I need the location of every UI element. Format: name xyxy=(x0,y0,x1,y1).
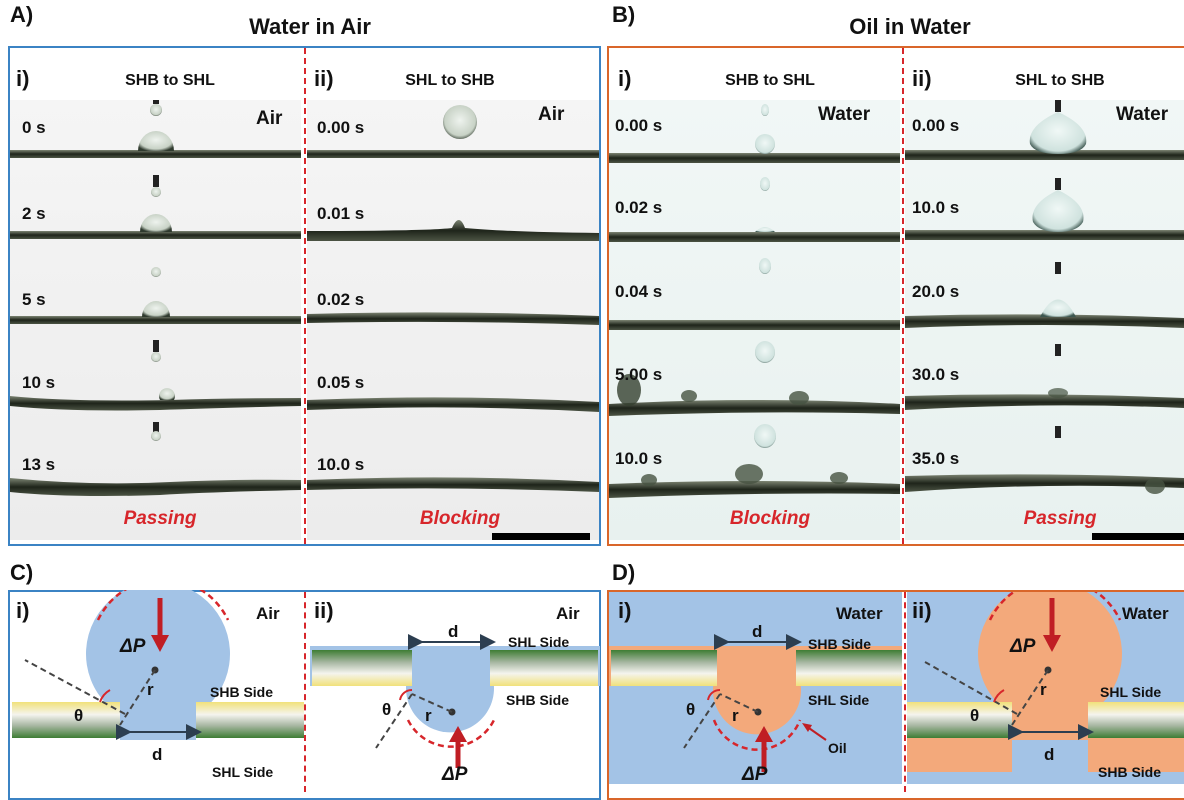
panel-d-label: D) xyxy=(612,560,636,585)
panel-c-ii-theta: θ xyxy=(382,700,392,719)
panel-b-i-time-3: 5.00 s xyxy=(615,365,663,384)
panel-d-i-dp: ΔP xyxy=(742,764,768,785)
panel-b-ii-time-4: 35.0 s xyxy=(912,449,960,468)
panel-d-i-top-side: SHB Side xyxy=(808,636,872,652)
panel-c-ii-env: Air xyxy=(556,604,580,623)
panel-a-ii-result: Blocking xyxy=(419,508,501,529)
panel-b-ii-env: Water xyxy=(1116,104,1169,125)
panel-a-ii-time-4: 10.0 s xyxy=(317,455,365,474)
panel-c-ii-bottom-side: SHB Side xyxy=(506,692,570,708)
panel-c-ii-r: r xyxy=(425,706,432,725)
panel-d-i-d: d xyxy=(752,622,763,641)
panel-c-i-label: i) xyxy=(16,598,30,623)
panel-c-i-dp: ΔP xyxy=(120,636,146,657)
panel-b-ii-result: Passing xyxy=(1023,508,1097,529)
panel-d-i-theta: θ xyxy=(686,700,696,719)
panel-d-i-label: i) xyxy=(618,598,632,623)
panel-a-i-photo xyxy=(10,100,301,540)
panel-d-i-oil: Oil xyxy=(828,740,847,756)
panel-a-ii-env: Air xyxy=(538,104,565,125)
panel-a-ii-time-3: 0.05 s xyxy=(317,373,365,392)
panel-d-ii-label: ii) xyxy=(912,598,932,623)
panel-b-ii-photo xyxy=(905,100,1184,540)
panel-c-i-top-side: SHB Side xyxy=(210,684,274,700)
panel-c-ii-d: d xyxy=(448,622,459,641)
panel-a-label: A) xyxy=(10,2,34,27)
panel-a-ii-time-0: 0.00 s xyxy=(317,118,365,137)
panel-b-ii-title: SHL to SHB xyxy=(1015,72,1105,89)
panel-b-i-time-2: 0.04 s xyxy=(615,282,663,301)
panel-a-ii-time-2: 0.02 s xyxy=(317,290,365,309)
panel-c-i-theta: θ xyxy=(74,706,84,725)
panel-a-i-time-4: 13 s xyxy=(22,455,56,474)
panel-b-frame xyxy=(607,46,1184,546)
panel-c-i-d: d xyxy=(152,745,163,764)
panel-a-i-frames xyxy=(10,100,301,496)
panel-b-ii-time-3: 30.0 s xyxy=(912,365,960,384)
panel-b-i-label: i) xyxy=(618,66,632,91)
panel-b-i-time-1: 0.02 s xyxy=(615,198,663,217)
panel-d-ii-dp: ΔP xyxy=(1010,636,1036,657)
panel-c-label: C) xyxy=(10,560,34,585)
panel-b-separator xyxy=(902,48,904,544)
panel-b-ii-label: ii) xyxy=(912,66,932,91)
panel-a-ii-title: SHL to SHB xyxy=(405,72,495,89)
panel-a-scale-bar xyxy=(492,533,590,540)
panel-d-separator xyxy=(904,592,906,792)
panel-a-i-time-1: 2 s xyxy=(22,204,46,223)
panel-d-ii-top-side: SHL Side xyxy=(1100,684,1162,700)
panel-d-i-env: Water xyxy=(836,604,883,623)
panel-c-i-env: Air xyxy=(256,604,280,623)
panel-a-ii-label: ii) xyxy=(314,66,334,91)
panel-b-ii-time-1: 10.0 s xyxy=(912,198,960,217)
panel-a-i-time-2: 5 s xyxy=(22,290,46,309)
panel-b-ii-time-2: 20.0 s xyxy=(912,282,960,301)
panel-b-scale-bar xyxy=(1092,533,1184,540)
panel-d-i-bottom-side: SHL Side xyxy=(808,692,870,708)
panel-a-title: Water in Air xyxy=(249,14,371,39)
panel-b-ii-frames xyxy=(905,100,1184,494)
panel-b-i-title: SHB to SHL xyxy=(725,72,815,89)
panel-c-separator xyxy=(304,592,306,792)
panel-a-separator xyxy=(304,48,306,544)
panel-a-i-title: SHB to SHL xyxy=(125,72,215,89)
panel-b-i-frames xyxy=(609,104,900,498)
panel-a-i-result: Passing xyxy=(123,508,197,529)
panel-d-ii-r: r xyxy=(1040,680,1047,699)
panel-b-title: Oil in Water xyxy=(849,14,971,39)
panel-c-ii-top-side: SHL Side xyxy=(508,634,570,650)
panel-b-i-photo xyxy=(609,100,900,540)
panel-d-ii-d: d xyxy=(1044,745,1055,764)
panel-c-i-r: r xyxy=(147,680,154,699)
panel-c-ii-label: ii) xyxy=(314,598,334,623)
panel-d-ii-env: Water xyxy=(1122,604,1169,623)
panel-b-i-time-0: 0.00 s xyxy=(615,116,663,135)
panel-a-i-time-0: 0 s xyxy=(22,118,46,137)
panel-b-label: B) xyxy=(612,2,636,27)
panel-b-i-time-4: 10.0 s xyxy=(615,449,663,468)
panel-b-i-result: Blocking xyxy=(729,508,811,529)
panel-a-ii-frames xyxy=(307,105,599,492)
panel-a-i-env: Air xyxy=(256,108,283,129)
panel-a-ii-time-1: 0.01 s xyxy=(317,204,365,223)
panel-d-ii-bottom-side: SHB Side xyxy=(1098,764,1162,780)
panel-c-i-bottom-side: SHL Side xyxy=(212,764,274,780)
panel-a-i-time-3: 10 s xyxy=(22,373,56,392)
panel-c-ii-dp: ΔP xyxy=(442,764,468,785)
panel-a-frame xyxy=(8,46,601,546)
panel-a-ii-photo xyxy=(307,100,599,540)
panel-c-diagram xyxy=(12,590,1184,784)
panel-b-ii-time-0: 0.00 s xyxy=(912,116,960,135)
panel-d-ii-theta: θ xyxy=(970,706,980,725)
panel-b-i-env: Water xyxy=(818,104,871,125)
panel-a-i-label: i) xyxy=(16,66,30,91)
panel-d-i-r: r xyxy=(732,706,739,725)
